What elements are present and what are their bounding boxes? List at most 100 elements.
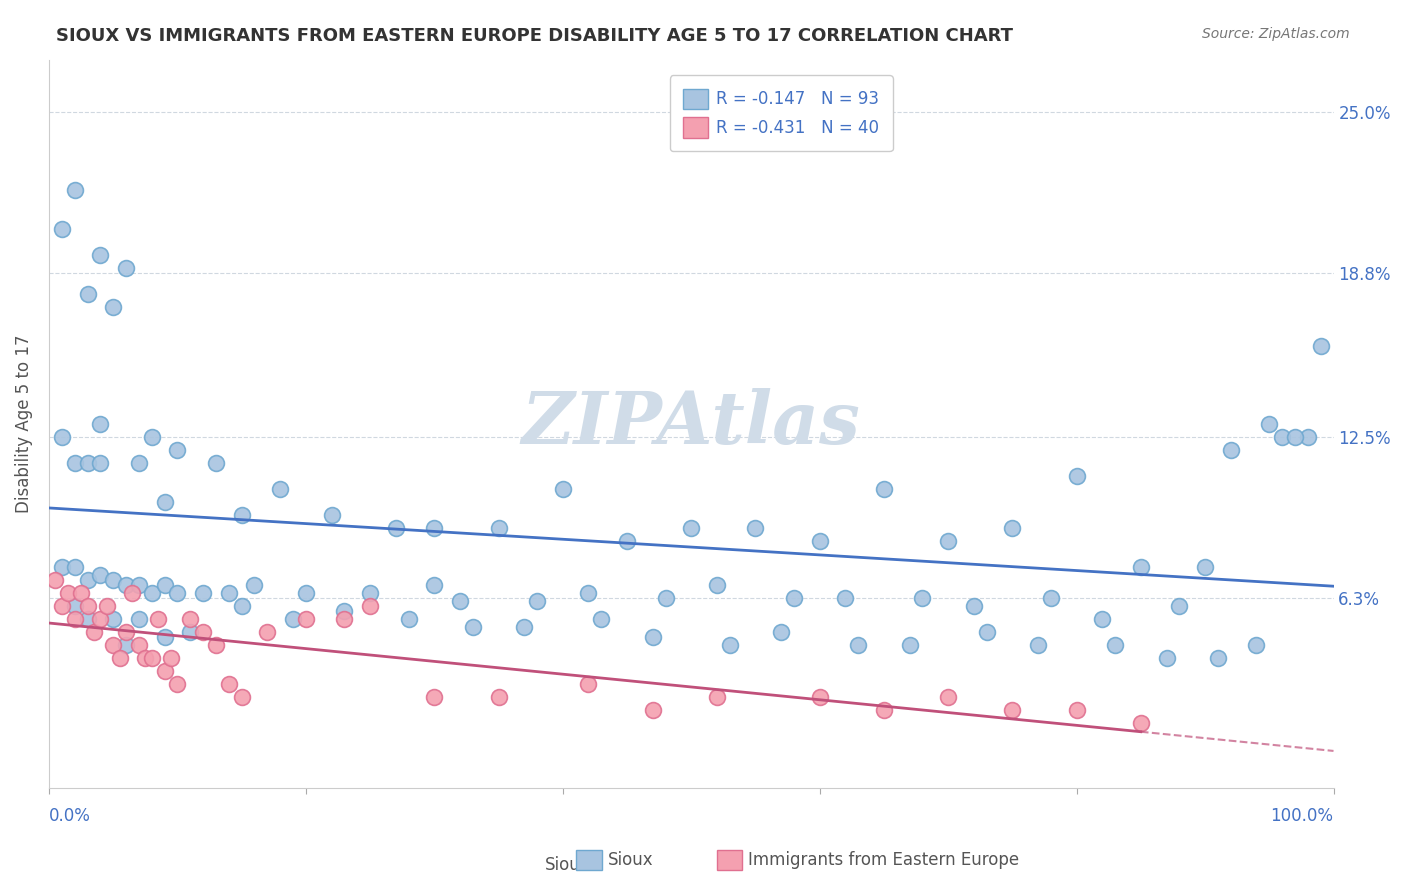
Point — [89, 456, 111, 470]
Point — [63, 612, 86, 626]
Point — [591, 612, 613, 626]
Point — [963, 599, 986, 614]
Point — [423, 521, 446, 535]
Point — [166, 586, 188, 600]
Point — [1219, 442, 1241, 457]
Point — [218, 677, 240, 691]
Point — [115, 260, 138, 275]
Legend: R = -0.147   N = 93, R = -0.431   N = 40: R = -0.147 N = 93, R = -0.431 N = 40 — [669, 75, 893, 151]
Point — [179, 625, 201, 640]
Point — [231, 599, 253, 614]
Point — [205, 456, 228, 470]
Point — [76, 456, 98, 470]
Point — [706, 690, 728, 705]
Point — [1001, 703, 1024, 717]
Point — [1039, 591, 1062, 606]
Point — [936, 534, 959, 549]
Point — [51, 221, 73, 235]
Point — [103, 573, 125, 587]
Point — [76, 286, 98, 301]
Point — [770, 625, 793, 640]
Point — [191, 586, 214, 600]
Point — [1129, 560, 1152, 574]
Point — [641, 631, 664, 645]
Point — [911, 591, 934, 606]
Point — [76, 573, 98, 587]
Point — [141, 586, 163, 600]
Text: 0.0%: 0.0% — [49, 806, 91, 824]
Point — [205, 638, 228, 652]
Point — [51, 39, 73, 54]
Point — [153, 664, 176, 678]
Point — [423, 690, 446, 705]
Point — [461, 620, 484, 634]
Point — [1156, 651, 1178, 665]
Point — [153, 578, 176, 592]
Point — [115, 625, 138, 640]
Point — [808, 690, 831, 705]
Point — [808, 534, 831, 549]
Point — [160, 651, 183, 665]
Point — [333, 612, 356, 626]
Point — [1066, 703, 1088, 717]
Point — [873, 703, 896, 717]
Point — [83, 625, 105, 640]
Point — [488, 690, 510, 705]
Point — [846, 638, 869, 652]
Point — [578, 677, 600, 691]
Point — [783, 591, 806, 606]
Point — [63, 599, 86, 614]
Point — [44, 573, 66, 587]
Point — [231, 690, 253, 705]
Point — [89, 568, 111, 582]
Point — [1091, 612, 1114, 626]
Point — [128, 456, 150, 470]
Point — [1104, 638, 1126, 652]
Text: ZIPAtlas: ZIPAtlas — [522, 388, 860, 459]
Point — [873, 482, 896, 496]
Point — [243, 578, 266, 592]
Point — [51, 599, 73, 614]
Point — [1168, 599, 1191, 614]
Point — [578, 586, 600, 600]
Text: Source: ZipAtlas.com: Source: ZipAtlas.com — [1202, 27, 1350, 41]
Point — [898, 638, 921, 652]
Point — [1001, 521, 1024, 535]
Point — [551, 482, 574, 496]
Point — [218, 586, 240, 600]
Point — [121, 586, 143, 600]
Text: Sioux: Sioux — [607, 851, 652, 869]
Point — [76, 612, 98, 626]
Point — [706, 578, 728, 592]
Point — [115, 638, 138, 652]
Point — [103, 638, 125, 652]
Point — [1246, 638, 1268, 652]
Point — [281, 612, 304, 626]
Point — [89, 248, 111, 262]
Point — [359, 599, 381, 614]
Point — [718, 638, 741, 652]
Point — [179, 612, 201, 626]
Point — [1309, 339, 1331, 353]
Point — [141, 430, 163, 444]
Point — [526, 594, 548, 608]
Point — [654, 591, 676, 606]
Point — [153, 495, 176, 509]
Point — [1129, 716, 1152, 731]
Point — [449, 594, 471, 608]
Point — [89, 612, 111, 626]
Point — [103, 612, 125, 626]
Point — [191, 625, 214, 640]
Point — [51, 560, 73, 574]
Point — [1258, 417, 1281, 431]
Point — [103, 300, 125, 314]
Point — [108, 651, 131, 665]
Point — [141, 651, 163, 665]
Point — [128, 638, 150, 652]
Point — [51, 430, 73, 444]
Point — [744, 521, 766, 535]
Point — [976, 625, 998, 640]
Point — [76, 599, 98, 614]
Point — [166, 677, 188, 691]
Point — [385, 521, 408, 535]
